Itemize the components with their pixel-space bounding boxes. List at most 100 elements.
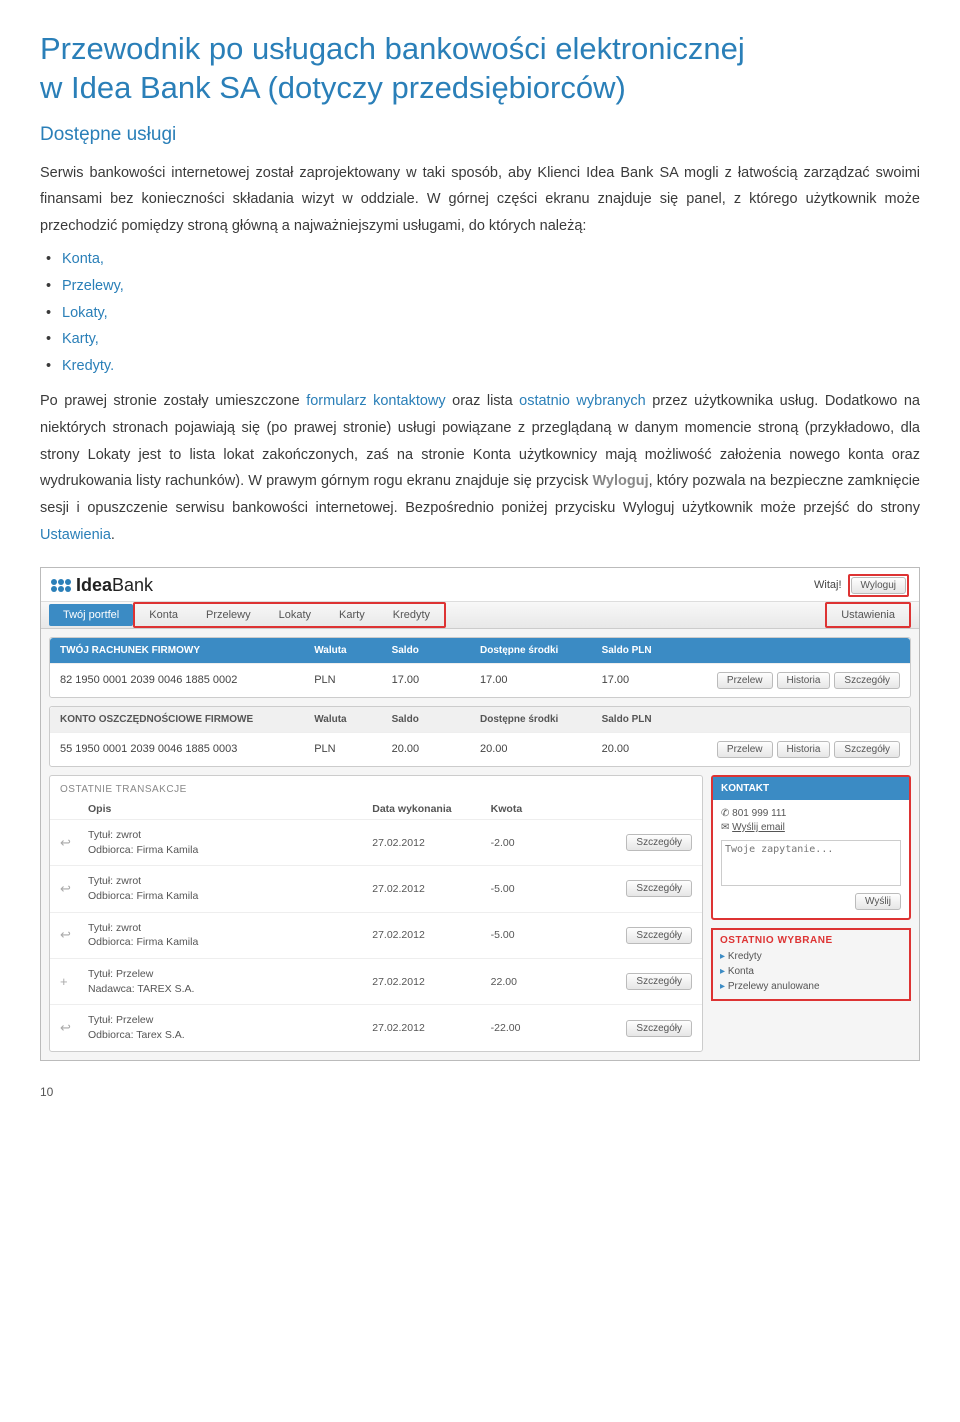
transactions-panel: OSTATNIE TRANSAKCJE Opis Data wykonania … [49,775,703,1052]
recent-item[interactable]: Kredyty [720,949,902,964]
lower-columns: OSTATNIE TRANSAKCJE Opis Data wykonania … [49,775,911,1052]
currency: PLN [314,743,391,755]
recent-item[interactable]: Konta [720,964,902,979]
transaction-desc: Tytuł: PrzelewNadawca: TAREX S.A. [88,967,372,996]
transaction-row: ↩Tytuł: zwrotOdbiorca: Firma Kamila27.02… [50,819,702,865]
recent-item[interactable]: Przelewy anulowane [720,979,902,994]
transaction-icon: ↩ [60,835,88,851]
logo-dots-icon [51,579,71,592]
section-subtitle: Dostępne usługi [40,124,920,146]
transaction-row: +Tytuł: PrzelewNadawca: TAREX S.A.27.02.… [50,958,702,1004]
historia-button[interactable]: Historia [777,672,831,689]
transaction-icon: ↩ [60,881,88,897]
feature-list: Konta, Przelewy, Lokaty, Karty, Kredyty. [40,246,920,380]
transaction-icon: + [60,974,88,989]
szczegoly-button[interactable]: Szczegóły [834,672,900,689]
transaction-amount: -2.00 [491,837,586,849]
nav-tab-konta[interactable]: Konta [135,604,192,626]
szczegoly-button[interactable]: Szczegóły [626,880,692,897]
list-item: Przelewy, [40,273,920,300]
panel-header: KONTO OSZCZĘDNOŚCIOWE FIRMOWE Waluta Sal… [50,707,910,732]
paragraph-1: Serwis bankowości internetowej został za… [40,160,920,240]
szczegoly-button[interactable]: Szczegóły [626,973,692,990]
transaction-date: 27.02.2012 [372,1022,490,1034]
transaction-amount: -5.00 [491,929,586,941]
contact-phone: ✆ 801 999 111 [721,808,901,819]
transactions-title: OSTATNIE TRANSAKCJE [50,776,702,799]
nav-tab-lokaty[interactable]: Lokaty [265,604,325,626]
historia-button[interactable]: Historia [777,741,831,758]
list-item: Kredyty. [40,353,920,380]
transaction-row: ↩Tytuł: zwrotOdbiorca: Firma Kamila27.02… [50,865,702,911]
account-panel-2: KONTO OSZCZĘDNOŚCIOWE FIRMOWE Waluta Sal… [49,706,911,767]
contact-body: ✆ 801 999 111 ✉ Wyślij email Wyślij [713,800,909,918]
transaction-icon: ↩ [60,927,88,943]
bold-wyloguj: Wyloguj [592,473,648,489]
row-actions: Przelew Historia Szczegóły [701,672,900,689]
transaction-action: Szczegóły [585,927,692,944]
contact-panel: KONTAKT ✆ 801 999 111 ✉ Wyślij email Wyś… [711,775,911,920]
balance-pln: 20.00 [602,743,701,755]
screenshot-panel: IdeaBank Witaj! Wyloguj Twój portfel Kon… [40,567,920,1061]
highlight-box: Ustawienia [825,602,911,628]
logo-text: IdeaBank [76,575,153,596]
logout-button[interactable]: Wyloguj [851,577,906,594]
transaction-amount: -22.00 [491,1022,586,1034]
contact-email-link[interactable]: ✉ Wyślij email [721,822,901,833]
link-ostatnio: ostatnio wybranych [519,393,646,409]
transaction-row: ↩Tytuł: PrzelewOdbiorca: Tarex S.A.27.02… [50,1004,702,1050]
przelew-button[interactable]: Przelew [717,741,773,758]
szczegoly-button[interactable]: Szczegóły [626,927,692,944]
available: 20.00 [480,743,602,755]
nav-tab-ustawienia[interactable]: Ustawienia [827,604,909,626]
recent-title: OSTATNIO WYBRANE [720,935,902,946]
contact-title: KONTAKT [713,777,909,800]
szczegoly-button[interactable]: Szczegóły [834,741,900,758]
list-item: Konta, [40,246,920,273]
balance-pln: 17.00 [602,674,701,686]
transaction-action: Szczegóły [585,973,692,990]
contact-textarea[interactable] [721,840,901,886]
nav-tab-karty[interactable]: Karty [325,604,379,626]
szczegoly-button[interactable]: Szczegóły [626,1020,692,1037]
account-row: 55 1950 0001 2039 0046 1885 0003 PLN 20.… [50,732,910,766]
nav-tab-przelewy[interactable]: Przelewy [192,604,265,626]
welcome-area: Witaj! Wyloguj [814,574,909,597]
balance: 17.00 [392,674,480,686]
transaction-date: 27.02.2012 [372,837,490,849]
currency: PLN [314,674,391,686]
transaction-date: 27.02.2012 [372,929,490,941]
transaction-date: 27.02.2012 [372,883,490,895]
row-actions: Przelew Historia Szczegóły [701,741,900,758]
available: 17.00 [480,674,602,686]
shot-header: IdeaBank Witaj! Wyloguj [41,568,919,601]
transaction-action: Szczegóły [585,880,692,897]
account-row: 82 1950 0001 2039 0046 1885 0002 PLN 17.… [50,663,910,697]
recent-panel: OSTATNIO WYBRANE Kredyty Konta Przelewy … [711,928,911,1001]
nav-tab-kredyty[interactable]: Kredyty [379,604,444,626]
transaction-amount: 22.00 [491,976,586,988]
link-ustawienia: Ustawienia [40,527,111,543]
transaction-desc: Tytuł: zwrotOdbiorca: Firma Kamila [88,828,372,857]
list-item: Lokaty, [40,300,920,327]
szczegoly-button[interactable]: Szczegóły [626,834,692,851]
transaction-amount: -5.00 [491,883,586,895]
panel-header: TWÓJ RACHUNEK FIRMOWY Waluta Saldo Dostę… [50,638,910,663]
transaction-action: Szczegóły [585,834,692,851]
page-title: Przewodnik po usługach bankowości elektr… [40,30,920,108]
right-column: KONTAKT ✆ 801 999 111 ✉ Wyślij email Wyś… [711,775,911,1052]
title-line-2: w Idea Bank SA (dotyczy przedsiębiorców) [40,70,626,105]
transaction-icon: ↩ [60,1020,88,1036]
logo: IdeaBank [51,575,153,596]
przelew-button[interactable]: Przelew [717,672,773,689]
transaction-date: 27.02.2012 [372,976,490,988]
balance: 20.00 [392,743,480,755]
send-row: Wyślij [721,893,901,910]
transaction-row: ↩Tytuł: zwrotOdbiorca: Firma Kamila27.02… [50,912,702,958]
send-button[interactable]: Wyślij [855,893,901,910]
paragraph-2: Po prawej stronie zostały umieszczone fo… [40,388,920,549]
nav-bar: Twój portfel Konta Przelewy Lokaty Karty… [41,601,919,629]
account-panel-1: TWÓJ RACHUNEK FIRMOWY Waluta Saldo Dostę… [49,637,911,698]
highlight-box: Wyloguj [848,574,909,597]
nav-tab-portfel[interactable]: Twój portfel [49,604,133,626]
